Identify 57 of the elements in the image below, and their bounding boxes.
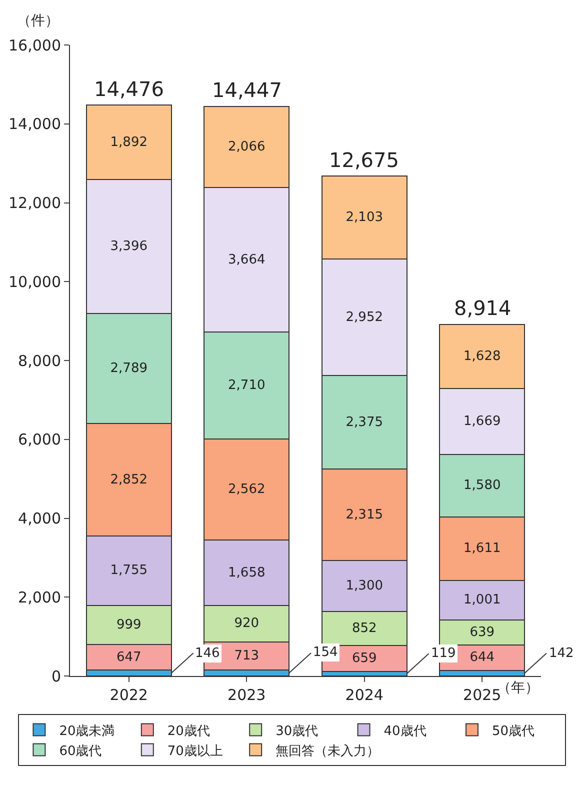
data-label: 119	[431, 646, 456, 661]
data-label: 3,396	[110, 239, 148, 254]
data-label: 2,710	[228, 378, 266, 394]
x-tick-label: 2022	[110, 686, 148, 704]
data-label: 2,103	[346, 210, 383, 226]
legend-label: 60歳代	[59, 744, 102, 759]
y-tick-label: 0	[51, 667, 61, 686]
data-label: 659	[352, 650, 377, 666]
legend-label: 50歳代	[492, 724, 535, 739]
y-tick-label: 14,000	[8, 115, 61, 134]
y-tick-label: 16,000	[8, 36, 61, 54]
data-label: 852	[352, 621, 377, 636]
data-label: 2,066	[228, 139, 266, 154]
data-label: 713	[234, 648, 260, 664]
data-label: 639	[470, 624, 495, 640]
data-label: 2,562	[228, 482, 266, 498]
data-label: 2,789	[110, 361, 148, 376]
data-label: 1,300	[346, 578, 383, 594]
data-label: 1,669	[464, 414, 501, 430]
data-label: 920	[234, 616, 260, 632]
data-label: 1,001	[464, 592, 501, 608]
data-label: 644	[470, 650, 495, 666]
legend-label: 無回答（未入力）	[276, 744, 380, 759]
y-tick-label: 12,000	[8, 194, 61, 212]
legend-label: 30歳代	[276, 724, 318, 739]
legend-label: 70歳以上	[167, 744, 223, 759]
data-label: 999	[116, 618, 142, 633]
y-tick-label: 6,000	[18, 430, 61, 449]
data-label: 1,580	[464, 478, 501, 494]
data-label: 1,755	[110, 563, 148, 578]
x-tick-label: 2023	[228, 686, 266, 704]
data-label: 647	[116, 650, 142, 665]
y-tick-label: 10,000	[8, 272, 61, 291]
data-label: 2,952	[346, 310, 383, 325]
data-label: 1,658	[228, 565, 266, 580]
x-tick-label: 2024	[345, 686, 384, 704]
data-label: 3,664	[228, 252, 266, 268]
data-label: 146	[195, 646, 220, 661]
total-label: 8,914	[454, 296, 512, 320]
y-tick-label: 4,000	[18, 510, 61, 528]
data-label: 1,611	[464, 541, 501, 556]
y-tick-label: 8,000	[18, 352, 61, 370]
total-label: 14,447	[212, 78, 282, 102]
legend-label: 20歳未満	[59, 724, 115, 739]
data-label: 2,852	[110, 472, 148, 488]
y-axis-title: （件）	[17, 13, 59, 29]
legend-label: 20歳代	[167, 724, 210, 739]
data-label: 2,315	[346, 507, 383, 522]
data-label: 142	[549, 646, 574, 661]
y-tick-label: 2,000	[18, 588, 61, 606]
data-label: 154	[313, 645, 338, 660]
data-label: 1,628	[464, 349, 501, 364]
data-label: 1,892	[110, 134, 148, 150]
legend-label: 40歳代	[384, 724, 426, 739]
total-label: 12,675	[329, 148, 399, 172]
data-label: 2,375	[346, 414, 383, 430]
total-label: 14,476	[94, 77, 164, 101]
